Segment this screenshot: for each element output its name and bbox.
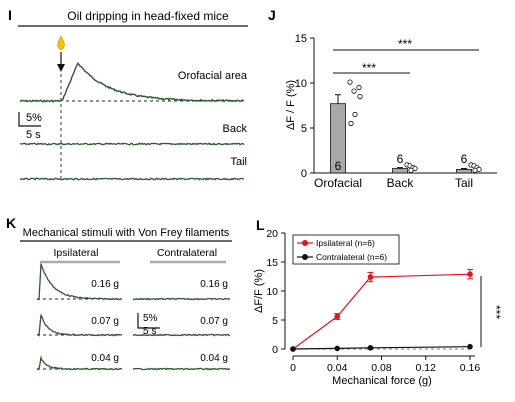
- legend-box: [292, 234, 400, 265]
- scale-bar: [18, 112, 41, 127]
- force-label-ipsi-016: 0.16 g: [91, 279, 119, 290]
- j-y-axis-title: ΔF / F (%): [285, 80, 297, 130]
- group-label-contralateral: Contralateral: [157, 247, 217, 259]
- data-point: [357, 93, 363, 100]
- oil-drop-icon: [57, 35, 65, 51]
- data-point-ipsilateral: [467, 271, 473, 277]
- force-label-contra-004: 0.04 g: [200, 353, 228, 364]
- k-scale-bar: [137, 313, 160, 329]
- bar: [392, 168, 408, 174]
- series-line-ipsilateral: [292, 273, 471, 350]
- panel-k: K Mechanical stimuli with Von Frey filam…: [6, 215, 232, 371]
- force-label-contra-007: 0.07 g: [200, 316, 228, 327]
- data-point-contralateral: [334, 345, 341, 352]
- force-label-ipsi-004: 0.04 g: [91, 353, 119, 364]
- n-label: 6: [397, 152, 404, 166]
- data-point-contralateral: [367, 345, 374, 351]
- data-point-contralateral: [467, 343, 473, 350]
- series-line-contralateral: [292, 346, 471, 350]
- data-point: [352, 111, 358, 118]
- line-chart: 0 5 10 15 20 0 0.04 0.08 0.12 0.16: [266, 228, 480, 374]
- panel-i: I Oil dripping in head-fixed mice Orofac…: [8, 7, 248, 182]
- ipsi-trace-016: [37, 263, 123, 301]
- panel-j: J ΔF / F (%) 0510156Orofacial6Back6Tail …: [268, 7, 497, 190]
- data-point: [351, 88, 357, 94]
- k-scale-bar-x-label: 5 s: [143, 326, 156, 337]
- back-trace: [19, 142, 245, 146]
- ipsi-trace-004: [36, 355, 123, 371]
- l-x-tick-label: 0: [290, 362, 296, 374]
- sig-label-top: ***: [398, 37, 412, 51]
- panel-l: L ΔF/F (%) Mechanical force (g) 0 5 10 15 20…: [253, 217, 503, 387]
- data-point: [356, 84, 362, 91]
- l-x-tick-label: 0.12: [416, 362, 437, 374]
- bar: [456, 168, 472, 174]
- x-tick-label: Tail: [455, 176, 473, 190]
- orofacial-trace: [19, 62, 245, 103]
- l-y-tick-label: 20: [266, 228, 278, 240]
- force-label-contra-016: 0.16 g: [200, 279, 228, 290]
- l-y-tick-label: 10: [266, 286, 278, 298]
- group-label-ipsilateral: Ipsilateral: [54, 247, 99, 259]
- panel-i-title: Oil dripping in head-fixed mice: [67, 9, 229, 23]
- l-sig-label: ***: [489, 305, 503, 319]
- l-y-tick-label: 0: [272, 344, 278, 356]
- legend-label-ipsilateral: Ipsilateral (n=6): [316, 238, 375, 248]
- panel-l-label: L: [256, 217, 265, 233]
- k-scale-bar-y-label: 5%: [143, 313, 158, 324]
- x-tick-label: Orofacial: [314, 176, 362, 190]
- data-point: [347, 79, 353, 85]
- panel-k-label: K: [6, 215, 16, 231]
- j-y-tick-label: 10: [295, 78, 307, 90]
- contra-trace-004: [132, 367, 231, 371]
- arrow-head-icon: [57, 64, 65, 72]
- trace-label-orofacial: Orofacial area: [178, 70, 248, 82]
- ipsi-trace-007: [36, 314, 123, 337]
- l-y-tick-label: 5: [272, 315, 278, 327]
- data-point-ipsilateral: [334, 313, 341, 320]
- data-point-contralateral: [290, 346, 296, 352]
- data-point: [472, 167, 478, 173]
- legend-marker-ipsilateral: [302, 240, 308, 246]
- scale-bar-y-label: 5%: [26, 112, 42, 124]
- contra-trace-016: [132, 297, 231, 301]
- j-y-tick-label: 5: [301, 123, 307, 135]
- j-y-tick-label: 15: [295, 33, 307, 45]
- scale-bar-x-label: 5 s: [26, 129, 41, 141]
- panel-k-title: Mechanical stimuli with Von Frey filamen…: [23, 227, 230, 239]
- data-point-ipsilateral: [367, 274, 374, 280]
- data-point: [408, 167, 414, 173]
- trace-label-back: Back: [223, 123, 248, 135]
- panel-j-label: J: [268, 7, 276, 23]
- force-label-ipsi-007: 0.07 g: [91, 316, 119, 327]
- l-x-tick-label: 0.08: [371, 362, 392, 374]
- bar-chart: 0 5 10 15 6 Orofacial 6 Back 6 Tail: [295, 33, 497, 190]
- sig-label-bottom: ***: [362, 61, 376, 75]
- l-x-tick-label: 0.16: [460, 362, 481, 374]
- panel-i-label: I: [8, 7, 12, 23]
- j-y-tick-label: 0: [301, 168, 307, 180]
- legend-label-contralateral: Contralateral (n=6): [316, 252, 387, 262]
- data-point: [348, 120, 354, 127]
- trace-label-tail: Tail: [230, 156, 247, 168]
- x-tick-label: Back: [387, 176, 415, 190]
- n-label: 6: [461, 152, 468, 166]
- l-y-tick-label: 15: [266, 257, 278, 269]
- tail-trace: [19, 177, 245, 181]
- l-x-axis-title: Mechanical force (g): [332, 375, 432, 387]
- l-x-tick-label: 0.04: [327, 362, 348, 374]
- l-y-axis-title: ΔF/F (%): [253, 269, 265, 313]
- n-label: 6: [335, 159, 342, 173]
- legend-marker-contralateral: [302, 254, 308, 260]
- contra-trace-007: [132, 333, 231, 337]
